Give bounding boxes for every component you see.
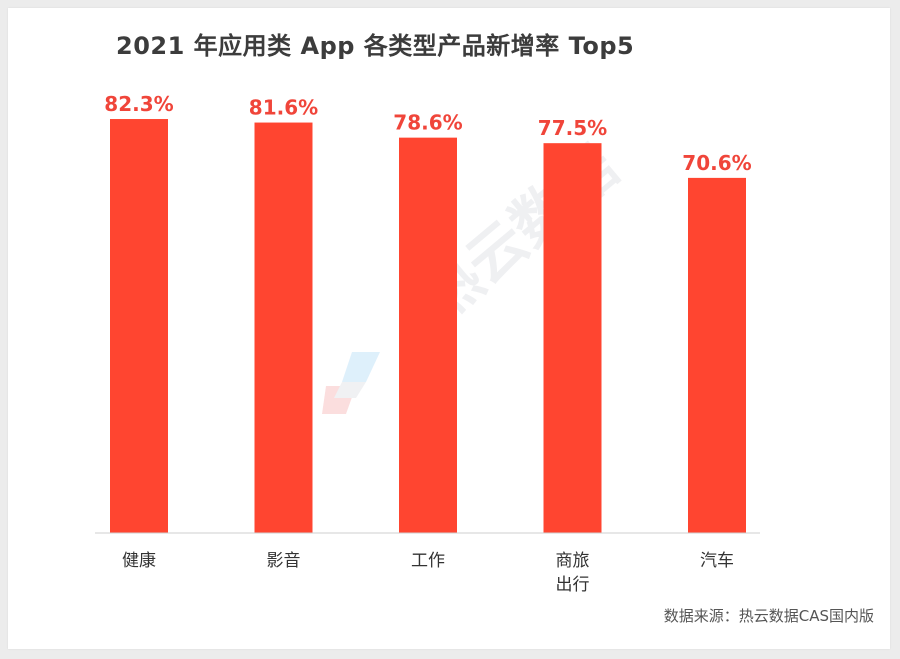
value-label-5: 70.6% [682,151,751,175]
value-label-2: 81.6% [249,96,318,120]
source-note: 数据来源：热云数据CAS国内版 [663,607,874,625]
bar-4 [543,143,602,534]
category-label-1: 健康 [122,551,156,571]
category-label-5: 汽车 [700,551,734,571]
reyun-logo-icon [322,352,380,414]
value-label-3: 78.6% [393,111,462,135]
bar-5 [688,177,746,533]
labels-group: 82.3% 健康 81.6% 影音 78.6% 工作 77.5% 商旅出行 70.6% 汽车 [104,92,751,595]
category-label-2: 影音 [267,551,301,571]
bars-group [110,119,746,534]
category-label-4: 商旅出行 [556,551,590,595]
value-label-4: 77.5% [538,116,607,140]
bar-3 [399,137,457,533]
bar-2 [254,122,313,533]
bar-1 [110,119,168,533]
category-label-3: 工作 [411,551,445,571]
chart-title: 2021 年应用类 App 各类型产品新增率 Top5 [116,32,635,60]
value-label-1: 82.3% [104,92,173,116]
